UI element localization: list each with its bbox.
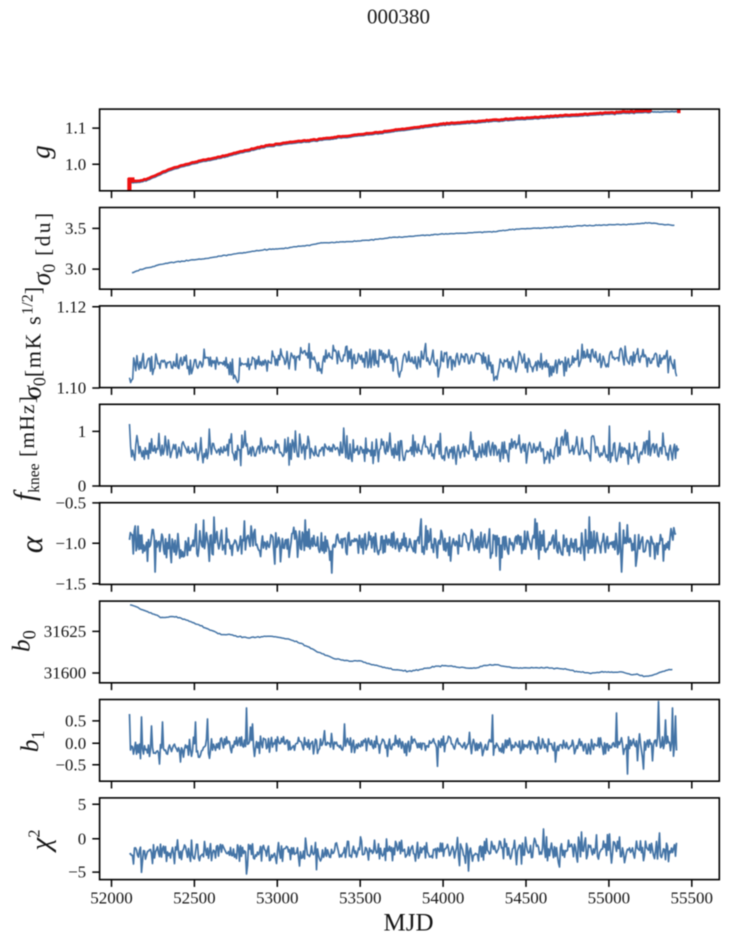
svg-text:α: α: [13, 535, 49, 553]
svg-text:b0: b0: [9, 630, 41, 652]
svg-text:52500: 52500: [173, 889, 216, 908]
svg-text:1.1: 1.1: [65, 119, 86, 138]
svg-text:53000: 53000: [256, 889, 299, 908]
svg-text:31625: 31625: [44, 622, 87, 641]
svg-text:55000: 55000: [588, 889, 631, 908]
svg-text:53500: 53500: [339, 889, 382, 908]
svg-text:1.0: 1.0: [65, 155, 86, 174]
svg-text:0: 0: [78, 829, 87, 848]
svg-text:−1.0: −1.0: [55, 534, 86, 553]
svg-text:55500: 55500: [671, 889, 714, 908]
svg-text:b1: b1: [17, 730, 49, 752]
svg-text:3.0: 3.0: [65, 260, 86, 279]
svg-text:σ0[mK s1/2]: σ0[mK s1/2]: [18, 287, 50, 399]
svg-text:000380: 000380: [367, 4, 430, 28]
svg-text:−1.5: −1.5: [55, 574, 86, 593]
svg-text:χ2: χ2: [25, 829, 58, 853]
svg-text:0: 0: [78, 477, 87, 496]
svg-text:1.10: 1.10: [56, 379, 86, 398]
svg-text:1.12: 1.12: [56, 297, 86, 316]
svg-text:g: g: [26, 145, 56, 159]
svg-text:5: 5: [78, 795, 87, 814]
svg-text:52000: 52000: [90, 889, 133, 908]
svg-text:0.5: 0.5: [65, 712, 86, 731]
svg-text:54000: 54000: [422, 889, 465, 908]
svg-text:0.0: 0.0: [65, 734, 86, 753]
svg-text:fknee [mHz]: fknee [mHz]: [8, 395, 43, 501]
svg-text:1: 1: [78, 422, 87, 441]
svg-text:−0.5: −0.5: [55, 494, 86, 513]
svg-text:3.5: 3.5: [65, 219, 86, 238]
svg-text:31600: 31600: [44, 664, 87, 683]
svg-text:σ0 [du]: σ0 [du]: [27, 210, 59, 285]
svg-text:−5: −5: [68, 863, 86, 882]
svg-text:MJD: MJD: [383, 909, 433, 936]
svg-text:−0.5: −0.5: [55, 755, 86, 774]
svg-text:54500: 54500: [505, 889, 548, 908]
